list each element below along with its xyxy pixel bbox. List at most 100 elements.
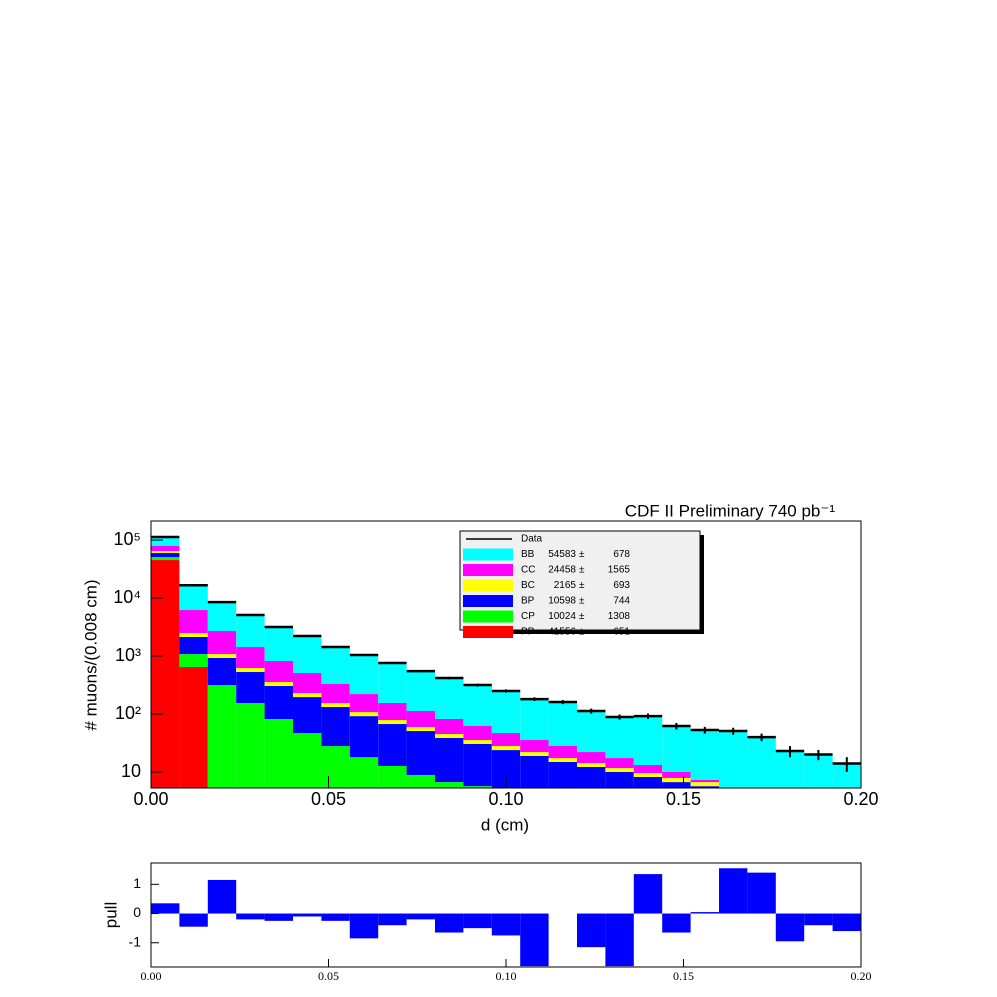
- bar-segment: [633, 716, 663, 766]
- x-tick-label: 0.05: [311, 789, 346, 809]
- legend-label: BB: [521, 549, 535, 560]
- bar-segment: [321, 684, 350, 703]
- bar: [577, 913, 606, 948]
- bar-segment: [207, 602, 237, 632]
- bar-segment: [690, 779, 719, 783]
- x-tick-label: 0.00: [141, 969, 162, 983]
- bar-segment: [349, 712, 379, 717]
- bar-segment: [520, 755, 549, 788]
- bar-segment: [662, 777, 691, 783]
- bar-segment: [463, 744, 492, 787]
- bar-segment: [236, 668, 265, 673]
- bar-segment: [349, 655, 379, 695]
- x-axis-label: d (cm): [481, 815, 529, 834]
- bar: [804, 913, 833, 926]
- bar-segment: [179, 610, 208, 634]
- bar-segment: [293, 693, 322, 698]
- bar: [151, 903, 180, 914]
- bar: [349, 913, 379, 939]
- legend-yield-error: 678: [613, 549, 630, 560]
- bar-segment: [406, 731, 435, 775]
- bar-segment: [633, 777, 663, 788]
- bar-segment: [435, 782, 464, 788]
- bar: [719, 868, 748, 914]
- bar-segment: [236, 672, 265, 703]
- legend-yield-error: 1308: [608, 611, 631, 622]
- bar-segment: [406, 671, 435, 712]
- legend-label: CC: [521, 565, 535, 576]
- bar-segment: [179, 667, 208, 788]
- pull-y-label: pull: [101, 902, 120, 928]
- legend-yield: 10024: [548, 611, 576, 622]
- bar-segment: [548, 702, 577, 746]
- bar-segment: [719, 730, 748, 788]
- bar-segment: [293, 673, 322, 694]
- bar: [406, 913, 435, 920]
- bar-segment: [151, 546, 180, 552]
- x-tick-label: 0.10: [496, 969, 517, 983]
- bar: [690, 912, 719, 914]
- y-tick-label: -1: [129, 933, 142, 949]
- bar: [633, 874, 663, 914]
- bar-segment: [349, 694, 379, 713]
- bar-segment: [662, 772, 691, 778]
- legend-swatch: [463, 626, 513, 638]
- legend-yield: 41556: [548, 627, 576, 638]
- x-tick-label: 0.15: [666, 789, 701, 809]
- x-tick-label: 0.20: [851, 969, 872, 983]
- bar-segment: [548, 761, 577, 788]
- bar-segment: [236, 647, 265, 669]
- bar-segment: [264, 686, 293, 720]
- bar-segment: [491, 733, 521, 746]
- legend-yield: 10598: [548, 596, 576, 607]
- bar: [264, 913, 293, 921]
- pull-plot: [151, 868, 861, 967]
- legend-yield-error: 693: [613, 580, 630, 591]
- bar-segment: [548, 758, 577, 762]
- bar-segment: [463, 740, 492, 745]
- legend-yield: 54583: [548, 549, 576, 560]
- bar-segment: [435, 678, 464, 719]
- legend-swatch: [463, 548, 513, 561]
- bar-segment: [378, 724, 407, 766]
- bar-segment: [690, 786, 719, 788]
- bar-segment: [179, 633, 208, 637]
- bar-segment: [321, 647, 350, 685]
- bar: [747, 872, 776, 914]
- y-axis-label: # muons/(0.008 cm): [81, 579, 100, 730]
- bar-segment: [605, 772, 634, 788]
- bar: [832, 913, 861, 932]
- bar-segment: [264, 719, 293, 788]
- legend-yield-error: 651: [613, 627, 630, 638]
- bar-segment: [491, 690, 521, 734]
- bar-segment: [605, 758, 634, 769]
- bar-segment: [293, 697, 322, 734]
- legend-plus-minus: ±: [579, 596, 585, 607]
- legend-plus-minus: ±: [579, 580, 585, 591]
- bar-segment: [406, 727, 435, 732]
- bar-segment: [605, 768, 634, 773]
- legend-swatch: [463, 564, 513, 576]
- bar-segment: [577, 752, 606, 764]
- bar: [293, 913, 322, 917]
- bar-segment: [577, 763, 606, 768]
- bar: [605, 913, 634, 967]
- bar-segment: [378, 662, 407, 704]
- bar-segment: [406, 711, 435, 728]
- bar-segment: [690, 782, 719, 787]
- legend-plus-minus: ±: [579, 627, 585, 638]
- bar-segment: [236, 702, 265, 788]
- bar-segment: [520, 752, 549, 756]
- bar-segment: [151, 537, 180, 547]
- bar: [321, 913, 350, 921]
- bar-segment: [236, 614, 265, 648]
- bar-segment: [321, 707, 350, 747]
- x-tick-label: 0.00: [133, 789, 168, 809]
- chart-title: CDF II Preliminary 740 pb⁻¹: [625, 501, 836, 520]
- bar-segment: [151, 557, 180, 561]
- bar-segment: [151, 551, 180, 554]
- bar-segment: [207, 654, 237, 658]
